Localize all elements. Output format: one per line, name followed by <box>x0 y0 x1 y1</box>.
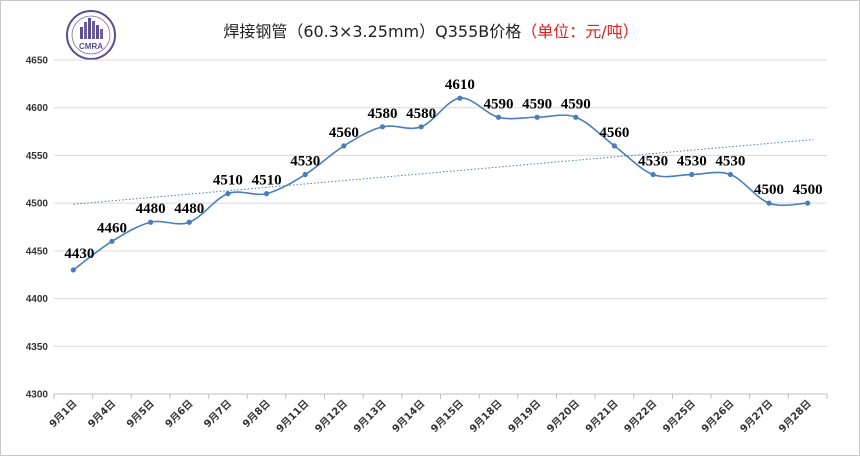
logo-inner-ring <box>71 15 111 55</box>
x-tick-label: 9月18日 <box>467 398 504 435</box>
logo-bar <box>92 21 95 39</box>
data-point <box>611 143 618 149</box>
x-tick-label: 9月21日 <box>583 398 620 435</box>
y-tick-label: 4400 <box>26 294 49 305</box>
x-tick-label: 9月13日 <box>351 398 388 435</box>
data-label: 4580 <box>406 106 436 122</box>
data-label: 4590 <box>483 96 513 112</box>
x-tick-label: 9月4日 <box>86 398 118 430</box>
data-label: 4530 <box>638 154 668 170</box>
data-label: 4560 <box>329 125 359 141</box>
x-tick-label: 9月22日 <box>622 398 659 435</box>
data-point <box>418 124 424 130</box>
x-tick-label: 9月27日 <box>738 398 775 435</box>
data-label: 4510 <box>252 173 282 189</box>
data-point <box>302 171 308 178</box>
data-point <box>225 191 231 197</box>
data-label: 4560 <box>599 125 629 141</box>
data-label: 4610 <box>445 77 475 93</box>
x-tick-label: 9月12日 <box>313 398 350 435</box>
logo-bar <box>80 27 83 39</box>
trendline <box>73 139 814 205</box>
data-label: 4500 <box>754 182 784 198</box>
x-tick-label: 9月25日 <box>660 398 697 435</box>
data-points <box>70 95 811 273</box>
cmra-logo: CMRA <box>66 10 116 60</box>
logo-bar <box>88 18 91 39</box>
x-tick-label: 9月11日 <box>274 398 311 435</box>
data-point <box>263 191 270 197</box>
series-line <box>72 97 808 271</box>
data-point <box>341 143 347 149</box>
data-label: 4480 <box>174 201 204 217</box>
data-label: 4580 <box>368 106 398 122</box>
logo-text: CMRA <box>79 42 103 51</box>
data-point <box>148 219 154 225</box>
logo-bar <box>100 29 103 39</box>
x-tick-label: 9月28日 <box>776 398 813 435</box>
x-axis: 9月1日 9月4日 9月5日 9月6日 9月7日 9月8日 9月11日 9月12日 9月13日 9… <box>47 393 828 435</box>
data-label: 4430 <box>64 246 94 262</box>
data-point <box>727 171 733 178</box>
data-label: 4530 <box>677 154 707 170</box>
data-label: 4480 <box>136 201 166 217</box>
data-label: 4530 <box>290 154 320 170</box>
data-label: 4530 <box>715 154 745 170</box>
gridlines <box>54 59 827 395</box>
data-point <box>650 171 656 178</box>
y-tick-label: 4650 <box>26 56 49 67</box>
data-point <box>70 267 76 273</box>
data-point <box>766 200 772 206</box>
data-point <box>495 114 502 120</box>
y-tick-label: 4600 <box>26 103 49 114</box>
y-tick-label: 4350 <box>26 342 49 353</box>
series-path <box>72 97 808 271</box>
x-tick-label: 9月1日 <box>47 398 79 430</box>
x-tick-label: 9月26日 <box>699 398 736 435</box>
data-label: 4590 <box>522 96 552 112</box>
data-label: 4500 <box>793 182 823 198</box>
chart-title: 焊接钢管（60.3×3.25mm）Q355B价格（单位：元/吨） <box>223 22 638 41</box>
y-axis: 4300 4350 4400 4450 4500 4550 4600 4650 <box>26 56 49 401</box>
data-point <box>186 219 192 225</box>
data-point <box>689 171 695 178</box>
x-tick-label: 9月6日 <box>163 398 195 430</box>
y-tick-label: 4500 <box>26 199 49 210</box>
data-point <box>379 124 386 130</box>
logo-bar <box>96 25 99 39</box>
y-tick-label: 4550 <box>26 151 49 162</box>
x-tick-label: 9月15日 <box>429 398 466 435</box>
chart-title-main: 焊接钢管（60.3×3.25mm）Q355B价格 <box>223 22 521 41</box>
x-tick-label: 9月20日 <box>545 398 582 435</box>
data-label: 4460 <box>97 220 127 236</box>
data-label: 4590 <box>561 96 591 112</box>
x-tick-label: 9月5日 <box>124 398 156 430</box>
y-tick-label: 4450 <box>26 246 49 257</box>
logo-bar <box>84 22 87 39</box>
x-tick-label: 9月19日 <box>506 398 543 435</box>
data-point <box>534 114 540 120</box>
trendline-path <box>73 139 814 205</box>
data-label: 4510 <box>213 173 243 189</box>
data-point <box>573 114 579 120</box>
data-point <box>457 95 463 101</box>
data-point <box>109 238 115 244</box>
x-tick-label: 9月14日 <box>390 398 427 435</box>
x-tick-label: 9月8日 <box>240 398 272 430</box>
y-tick-label: 4300 <box>26 390 49 401</box>
x-tick-label: 9月7日 <box>202 398 234 430</box>
chart-title-unit: （单位：元/吨） <box>521 22 638 41</box>
data-point <box>805 200 811 206</box>
